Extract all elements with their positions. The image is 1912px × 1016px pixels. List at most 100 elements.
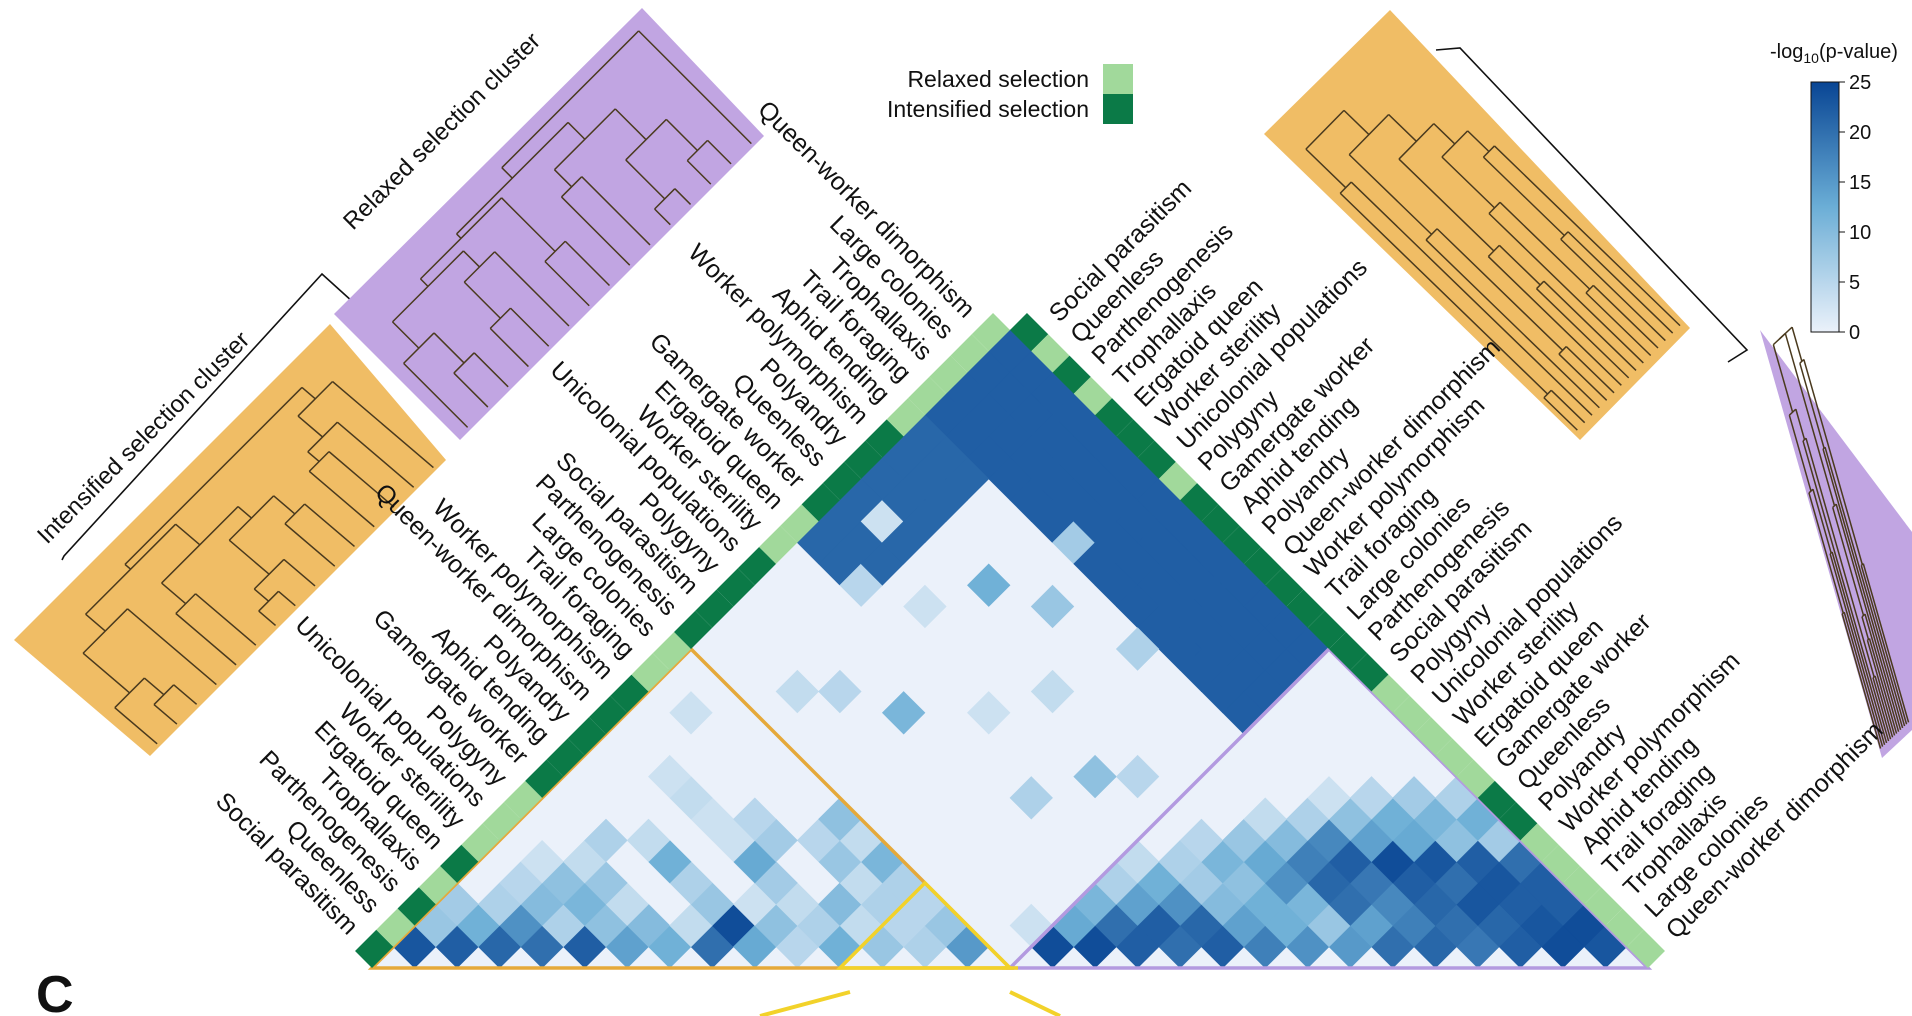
dendrogram-branch [1843, 611, 1884, 747]
dendrogram-branch [328, 451, 395, 508]
dendrogram-branch [301, 386, 316, 400]
colorbar-tick-label: 10 [1849, 222, 1871, 244]
panel-label: C [36, 966, 74, 1016]
heatmap-cell [1392, 776, 1436, 820]
dendrogram-branch [638, 30, 752, 145]
selection-stripe-right [1584, 887, 1623, 926]
selection-stripe-left [759, 525, 798, 564]
selection-stripe-right [1243, 546, 1283, 586]
colorbar-tick-label: 20 [1849, 122, 1871, 144]
dendrogram-branch [175, 612, 237, 666]
relaxed-cluster-dendrogram-left [334, 8, 764, 440]
selection-stripe-right [1095, 398, 1134, 437]
highlighted-block-outline [835, 880, 1015, 970]
dendrogram-branch [1784, 333, 1836, 506]
selection-stripe-left [525, 759, 564, 798]
dendrogram-branch [473, 352, 509, 388]
selection-stripe-left [801, 483, 840, 522]
dendrogram-branch [462, 250, 481, 268]
dendrogram-branch [1388, 113, 1417, 142]
dendrogram-branch [391, 321, 420, 349]
selection-stripe-right [1605, 908, 1644, 947]
selection-stripe-right [1541, 844, 1580, 883]
dendrogram-branch [1425, 239, 1600, 409]
selection-stripe-left [397, 887, 436, 926]
dendrogram-branch [258, 590, 279, 612]
dendrogram-branch [1305, 148, 1347, 189]
heatmap-cell [648, 754, 692, 799]
heatmap-cell [881, 691, 926, 735]
dendrogram-branch [1799, 363, 1825, 449]
dendrogram-box [334, 8, 764, 440]
selection-stripe-right [1010, 313, 1049, 352]
dendrogram-branch [560, 176, 583, 198]
selection-stripe-left [865, 419, 904, 458]
dendrogram-branch [1436, 228, 1564, 351]
dendrogram-branch [1467, 130, 1490, 153]
selection-stripe-left [440, 844, 479, 883]
dendrogram-branch [1585, 292, 1652, 357]
dendrogram-branch [489, 327, 529, 368]
selection-stripe-left [950, 334, 989, 373]
heatmap-cell [1115, 754, 1160, 799]
heatmap-cell [775, 669, 820, 714]
selection-stripe-left [844, 440, 883, 479]
dendrogram-branch [228, 539, 270, 575]
selection-stripe-right [1626, 929, 1665, 968]
heatmap-cell [1030, 669, 1075, 714]
dendrogram-branch [1864, 613, 1900, 732]
dendrogram-branch [1558, 353, 1608, 401]
dendrogram-branch [1499, 201, 1591, 290]
dendrogram-branch [153, 703, 178, 725]
selection-stripe-left [695, 589, 734, 628]
selection-stripe-left [376, 908, 415, 947]
selection-stripe-left [418, 865, 458, 905]
dendrogram-branch [297, 415, 324, 438]
dendrogram-branch [195, 593, 257, 646]
selection-stripe-left [546, 738, 585, 777]
dendrogram-branch [1498, 244, 1541, 286]
heatmap-cell [626, 818, 671, 863]
dendrogram-branch [1543, 397, 1578, 431]
dendrogram-branch [161, 582, 187, 605]
dendrogram-branch [1482, 156, 1565, 237]
selection-stripe-left [737, 546, 777, 586]
relaxed-cluster-dendrogram-right [1760, 326, 1912, 758]
dendrogram-branch [283, 558, 316, 587]
colorbar-tick-label: 15 [1849, 172, 1871, 194]
dendrogram-branch [674, 188, 692, 205]
dendrogram-branch [1441, 156, 1496, 209]
selection-stripe-left [716, 568, 755, 607]
selection-stripe-right [1414, 717, 1453, 756]
dendrogram-branch [1861, 613, 1866, 618]
selection-stripe-right [1137, 440, 1176, 479]
heatmap-cell [945, 457, 990, 501]
selection-stripe-right [1307, 610, 1346, 649]
dendrogram-branch [403, 362, 469, 428]
heatmap-cell [520, 839, 564, 884]
selection-stripe-right [1222, 525, 1261, 564]
legend-relaxed-swatch [1103, 64, 1133, 94]
dendrogram-branch [336, 421, 415, 488]
dendrogram-branch [284, 523, 336, 567]
selection-stripe-left [588, 695, 628, 735]
dendrogram-branch [277, 590, 296, 607]
dendrogram-branch [85, 613, 106, 632]
dendrogram-branch [1808, 492, 1844, 614]
dendrogram-branch [707, 139, 732, 165]
dendrogram-branch [1592, 284, 1659, 349]
dendrogram-branch [1567, 231, 1674, 334]
selection-legend: Relaxed selection Intensified selection [887, 64, 1133, 124]
dendrogram-branch [1860, 565, 1908, 725]
colorbar-title: -log10(p-value) [1770, 41, 1898, 66]
heatmap-cell [1349, 776, 1394, 820]
selection-stripe-left [886, 398, 925, 437]
dendrogram-branch [1805, 437, 1875, 678]
dendrogram-branch [1543, 280, 1637, 371]
colorbar-gradient [1810, 81, 1840, 333]
dendrogram-branch [501, 167, 513, 179]
dendrogram-branch [127, 608, 217, 686]
selection-stripe-left [780, 504, 819, 543]
dendrogram-branch [1778, 326, 1793, 340]
